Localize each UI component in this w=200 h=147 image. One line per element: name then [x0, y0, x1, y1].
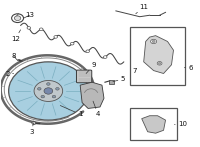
Bar [130, 108, 177, 141]
Circle shape [14, 16, 21, 20]
Text: 8: 8 [11, 53, 18, 60]
Circle shape [39, 28, 43, 31]
Text: 2: 2 [5, 71, 14, 76]
Circle shape [47, 83, 50, 85]
Polygon shape [142, 116, 166, 133]
Circle shape [12, 14, 24, 22]
Circle shape [38, 87, 41, 90]
Circle shape [9, 62, 88, 120]
Circle shape [56, 87, 59, 90]
Circle shape [32, 122, 36, 125]
Circle shape [157, 62, 162, 65]
Circle shape [54, 36, 57, 38]
Polygon shape [80, 82, 104, 108]
Text: 12: 12 [11, 30, 21, 42]
Circle shape [34, 81, 63, 101]
Text: 10: 10 [174, 121, 187, 127]
Text: 5: 5 [113, 76, 125, 82]
Circle shape [70, 42, 74, 45]
Circle shape [86, 50, 89, 53]
Polygon shape [144, 36, 173, 74]
Bar [130, 27, 185, 85]
Text: 11: 11 [136, 4, 148, 14]
Circle shape [103, 56, 107, 58]
Text: 1: 1 [60, 106, 82, 117]
Text: 13: 13 [24, 12, 34, 18]
Circle shape [27, 27, 31, 29]
Text: 9: 9 [86, 62, 96, 74]
FancyBboxPatch shape [109, 81, 114, 84]
Text: 4: 4 [93, 101, 100, 117]
Circle shape [52, 95, 56, 98]
Text: 7: 7 [133, 68, 137, 74]
Circle shape [151, 39, 157, 44]
Text: 6: 6 [184, 65, 193, 71]
Circle shape [41, 95, 45, 98]
Circle shape [152, 40, 155, 43]
Text: 3: 3 [29, 123, 34, 135]
Circle shape [158, 62, 161, 64]
Circle shape [44, 88, 53, 94]
FancyBboxPatch shape [76, 70, 92, 83]
